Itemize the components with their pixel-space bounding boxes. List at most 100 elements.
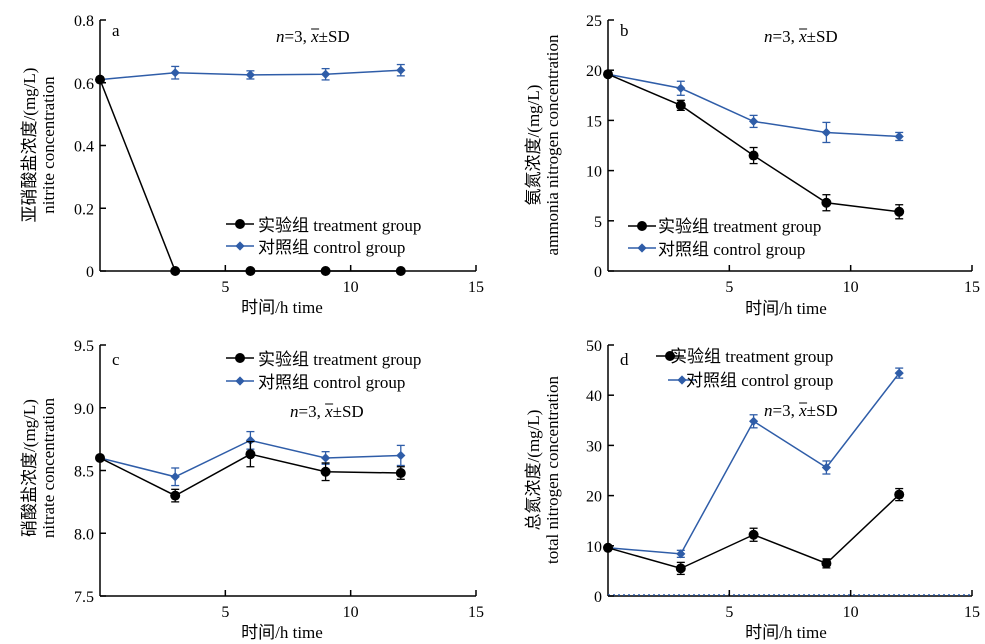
panel-c-plot-area: 7.5 8.0 8.5 9.0 9.5 5 10 15 [74,338,484,621]
panel-c: 7.5 8.0 8.5 9.0 9.5 5 10 15 c 实验组 treatment gro… [20,338,484,642]
panel-b-treatment-point [894,206,905,217]
panel-d-treatment-point [675,563,686,574]
panel-b-control-point [676,83,686,93]
panel-d-x-axis-title: 时间/h time [745,623,827,642]
panel-c-y-tick-label: 8.0 [74,526,94,543]
panel-c-y-tick-label: 9.5 [74,338,94,355]
panel-d-treatment-point [821,558,832,569]
panel-d-y-tick-label: 40 [586,388,602,405]
panel-c-legend-control-swatch-marker [235,376,245,386]
panel-a-control-point [396,65,406,75]
panel-b-legend-control: 对照组 control group [658,240,805,259]
panel-c-y-axis-title-cn: 硝酸盐浓度/(mg/L) [20,399,39,537]
panel-c-control-point [321,453,331,463]
panel-c-legend-treatment-swatch-marker [235,353,245,363]
panel-d-control-line [607,372,900,555]
panel-a-stat-label: n=3, x±SD [276,27,350,46]
panel-c-x-tick-label: 10 [343,604,359,621]
panel-c-letter: c [112,350,120,369]
panel-c-x-tick-label: 15 [468,604,484,621]
panel-c-treatment-point [320,466,331,477]
panel-d-control-point [894,368,904,378]
panel-d-plot-area: 0 10 20 30 40 50 5 10 15 [586,338,980,621]
panel-d-letter: d [620,350,629,369]
panel-c-x-tick-label: 5 [221,604,229,621]
panel-b-treatment-point [675,100,686,111]
panel-b-y-tick-label: 5 [594,214,602,231]
panel-d-stat-label: n=3, x±SD [764,401,838,420]
panel-c-x-axis-title: 时间/h time [241,623,323,642]
panel-a-legend-control-swatch-marker [235,241,245,251]
panel-d-y-tick-label: 20 [586,489,602,506]
panel-a-x-tick-label: 5 [221,279,229,296]
panel-a-y-tick-label: 0 [86,264,94,281]
panel-b-control-point [894,131,904,142]
panel-b-control-point [821,127,831,138]
panel-b-treatment-point [748,150,759,161]
panel-b-legend-treatment: 实验组 treatment group [658,217,821,236]
panel-c-y-tick-label: 9.0 [74,401,94,418]
panel-a-y-tick-label: 0.2 [74,201,94,218]
panel-c-legend-control: 对照组 control group [258,373,405,392]
panel-a-y-tick-label: 0.6 [74,76,94,93]
panel-b-legend-control-swatch-marker [637,243,647,253]
panel-d-legend-control-swatch-marker [677,375,687,385]
panel-c-y-tick-label: 7.5 [74,589,94,606]
panel-d: 0 10 20 30 40 50 5 10 15 d 实验组 treatment group 对… [524,338,980,642]
panel-d-legend-treatment-swatch-marker [665,351,675,361]
panel-d-control-point [676,549,686,559]
panel-b-y-tick-label: 0 [594,264,602,281]
panel-c-legend-treatment: 实验组 treatment group [258,350,421,369]
panel-b-x-axis-title: 时间/h time [745,299,827,318]
panel-b-legend-treatment-swatch-marker [637,221,647,231]
panel-a-letter: a [112,21,120,40]
panel-c-treatment-point [95,452,105,463]
panel-a-control-point [321,69,331,79]
panel-b-x-tick-label: 10 [843,279,859,296]
panel-a-treatment-point [170,266,181,276]
panel-b-letter: b [620,21,629,40]
panel-c-control-point [245,435,255,445]
panel-a-plot-area: 0 0.2 0.4 0.6 0.8 5 10 15 [74,13,484,296]
panel-d-x-tick-label: 15 [964,604,980,621]
panel-a-x-tick-label: 15 [468,279,484,296]
panel-a-legend-control: 对照组 control group [258,238,405,257]
panel-d-control-point [821,462,831,473]
panel-a-y-axis-title-cn: 亚硝酸盐浓度/(mg/L) [20,68,39,223]
panel-d-y-axis-title-en: total nitrogen concentration [543,376,562,564]
panel-d-y-tick-label: 50 [586,338,602,355]
panel-b-y-tick-label: 15 [586,113,602,130]
panel-a-y-axis-title-en: nitrite concentration [39,76,58,214]
panel-c-treatment-point [395,468,406,479]
panel-c-treatment-point [245,449,256,460]
panel-a-x-tick-label: 10 [343,279,359,296]
panel-b-treatment-point [821,197,832,208]
panel-b: 0 5 10 15 20 25 5 10 15 b n=3, x±SD 实验组 treatmen… [524,13,980,318]
panel-d-legend-control: 对照组 control group [686,371,833,390]
panel-b-treatment-point [603,69,613,80]
panel-d-x-tick-label: 10 [843,604,859,621]
panel-d-treatment-point [748,529,759,540]
panel-d-treatment-point [603,542,613,553]
panel-b-x-tick-label: 5 [725,279,733,296]
panel-a-y-tick-label: 0.8 [74,13,94,30]
panel-c-stat-label: n=3, x±SD [290,402,364,421]
panel-b-treatment-line [607,73,900,213]
panel-b-stat-label: n=3, x±SD [764,27,838,46]
panel-a-y-tick-label: 0.4 [74,139,94,156]
panel-d-x-tick-label: 5 [725,604,733,621]
panel-d-y-tick-label: 10 [586,539,602,556]
panel-b-y-axis-title-cn: 氨氮浓度/(mg/L) [524,85,543,206]
panel-c-control-point [396,450,406,461]
panel-d-treatment-point [894,489,905,500]
panel-b-y-axis-title-en: ammonia nitrogen concentration [543,34,562,255]
panel-c-y-axis-title-en: nitrate concentration [39,397,58,538]
panel-a-control-point [170,68,180,78]
panel-a: 0 0.2 0.4 0.6 0.8 5 10 15 a n=3, x±SD 实验组 treat… [20,13,484,317]
panel-b-y-tick-label: 20 [586,63,602,80]
panel-d-y-tick-label: 0 [594,589,602,606]
panel-a-legend-treatment-swatch-marker [235,219,245,229]
panel-c-treatment-point [170,490,181,501]
panel-c-control-point [170,472,180,482]
